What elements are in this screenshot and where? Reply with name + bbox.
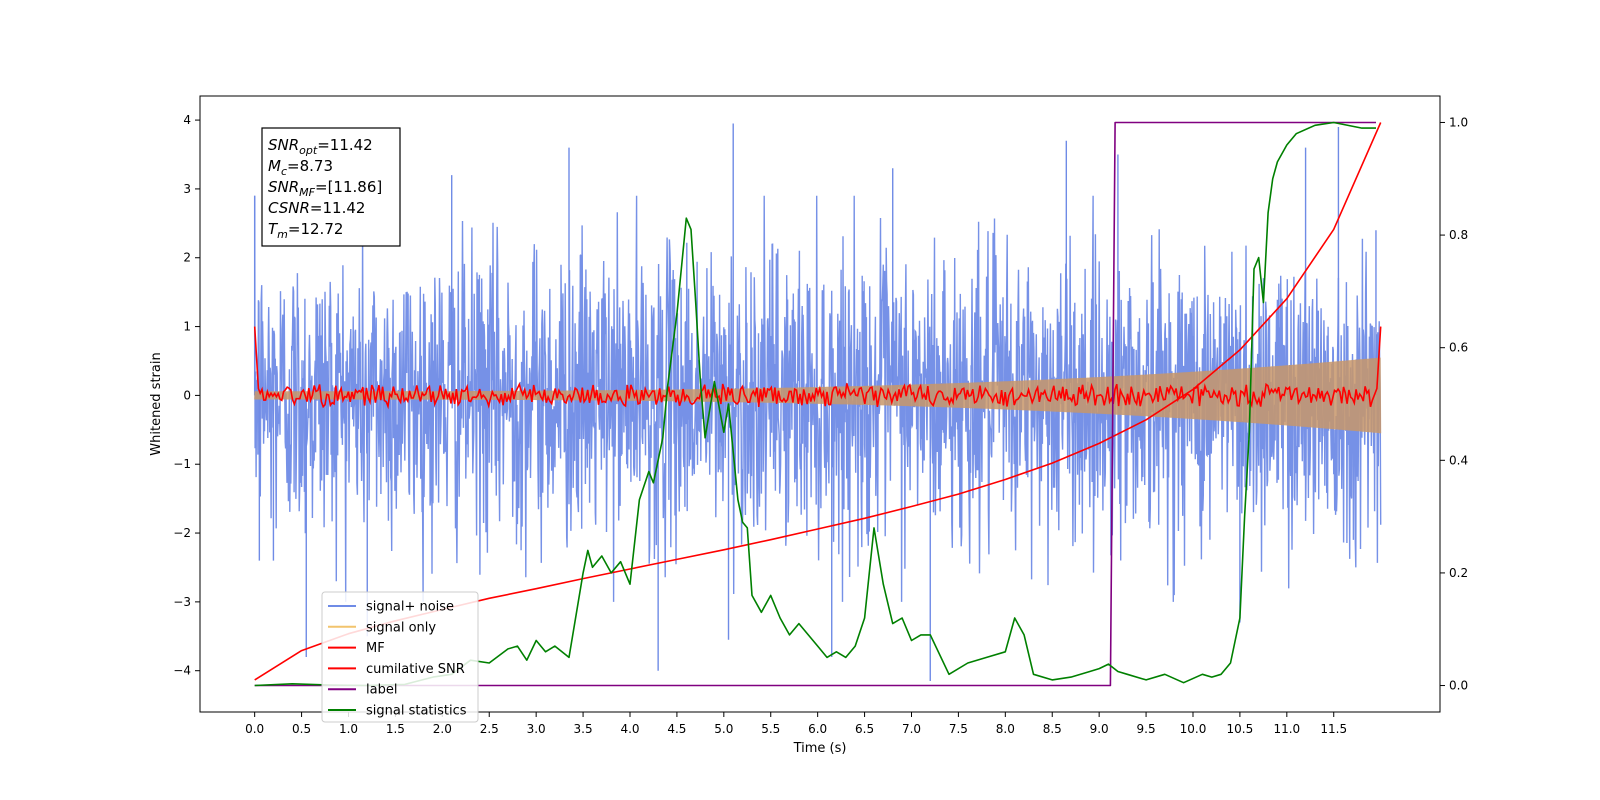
y2-tick-label: 0.8 xyxy=(1449,228,1468,242)
x-tick-label: 5.0 xyxy=(714,722,733,736)
x-tick-label: 8.0 xyxy=(996,722,1015,736)
y2-tick-label: 0.4 xyxy=(1449,453,1468,467)
x-tick-label: 11.5 xyxy=(1320,722,1347,736)
annotation-line: SNRMF=[11.86] xyxy=(268,178,382,199)
x-tick-label: 6.5 xyxy=(855,722,874,736)
y2-tick-label: 0.2 xyxy=(1449,566,1468,580)
x-tick-label: 10.5 xyxy=(1227,722,1254,736)
y2-tick-label: 1.0 xyxy=(1449,115,1468,129)
x-tick-label: 0.0 xyxy=(245,722,264,736)
series-label-line xyxy=(254,121,1376,687)
legend-label-signal-noise: signal+ noise xyxy=(366,600,454,615)
y-tick-label: −4 xyxy=(173,664,191,678)
y-axis-ticks: 4 3 2 1 0 −1 −2 −3 −4 xyxy=(173,113,200,678)
y-axis-label: Whitened strain xyxy=(149,352,164,455)
x-tick-label: 0.5 xyxy=(292,722,311,736)
series-signal-statistics-line xyxy=(254,121,1376,687)
y2-tick-label: 0.0 xyxy=(1449,679,1468,693)
y-tick-label: −2 xyxy=(173,526,191,540)
y-tick-label: −3 xyxy=(173,595,191,609)
y2-tick-label: 0.6 xyxy=(1449,341,1468,355)
x-tick-label: 11.0 xyxy=(1273,722,1300,736)
legend-label-mf: MF xyxy=(366,641,385,656)
annotation-frame xyxy=(261,127,401,247)
series-mf-line xyxy=(253,326,1382,410)
legend-label-signal-only: signal only xyxy=(366,620,436,635)
x-tick-label: 7.5 xyxy=(949,722,968,736)
x-tick-label: 3.5 xyxy=(574,722,593,736)
y-tick-label: 4 xyxy=(183,113,191,127)
x-tick-label: 1.5 xyxy=(386,722,405,736)
annotation-line: SNRopt=11.42 xyxy=(268,136,373,157)
y2-axis-ticks: 1.0 0.8 0.6 0.4 0.2 0.0 xyxy=(1440,115,1468,693)
stats-annotation-box: SNRopt=11.42Mc=8.73SNRMF=[11.86]CSNR=11.… xyxy=(261,127,401,247)
plot-area xyxy=(253,121,1382,687)
legend-label-label: label xyxy=(366,683,397,698)
x-tick-label: 4.0 xyxy=(620,722,639,736)
x-axis-label: Time (s) xyxy=(793,741,847,756)
x-tick-label: 1.0 xyxy=(339,722,358,736)
legend-label-cumilative-snr: cumilative SNR xyxy=(366,662,465,677)
series-signal-only-line xyxy=(254,357,1382,434)
x-tick-label: 2.0 xyxy=(433,722,452,736)
series-signal-noise-line xyxy=(254,195,1382,602)
x-tick-label: 4.5 xyxy=(667,722,686,736)
x-tick-label: 7.0 xyxy=(902,722,921,736)
annotation-line: Tm=12.72 xyxy=(268,220,343,241)
x-tick-label: 5.5 xyxy=(761,722,780,736)
legend-frame xyxy=(321,591,479,723)
x-tick-label: 3.0 xyxy=(527,722,546,736)
legend: signal+ noise signal only MF cumilative SNR… xyxy=(321,591,479,723)
x-tick-label: 6.0 xyxy=(808,722,827,736)
x-tick-label: 9.5 xyxy=(1137,722,1156,736)
y-tick-label: 2 xyxy=(183,251,191,265)
x-axis-ticks: 0.0 0.5 1.0 1.5 2.0 2.5 3.0 3.5 4.0 4.5 5.0 5.5 6.0 6… xyxy=(245,712,1347,736)
y-tick-label: −1 xyxy=(173,457,191,471)
y-tick-label: 0 xyxy=(183,388,191,402)
axes-frame xyxy=(199,95,1441,713)
annotation-line: Mc=8.73 xyxy=(268,157,333,178)
x-tick-label: 10.0 xyxy=(1180,722,1207,736)
x-tick-label: 2.5 xyxy=(480,722,499,736)
legend-label-signal-statistics: signal statistics xyxy=(366,704,467,719)
x-tick-label: 9.0 xyxy=(1090,722,1109,736)
annotation-line: CSNR=11.42 xyxy=(268,199,365,217)
y-tick-label: 3 xyxy=(183,182,191,196)
y-tick-label: 1 xyxy=(183,320,191,334)
x-tick-label: 8.5 xyxy=(1043,722,1062,736)
